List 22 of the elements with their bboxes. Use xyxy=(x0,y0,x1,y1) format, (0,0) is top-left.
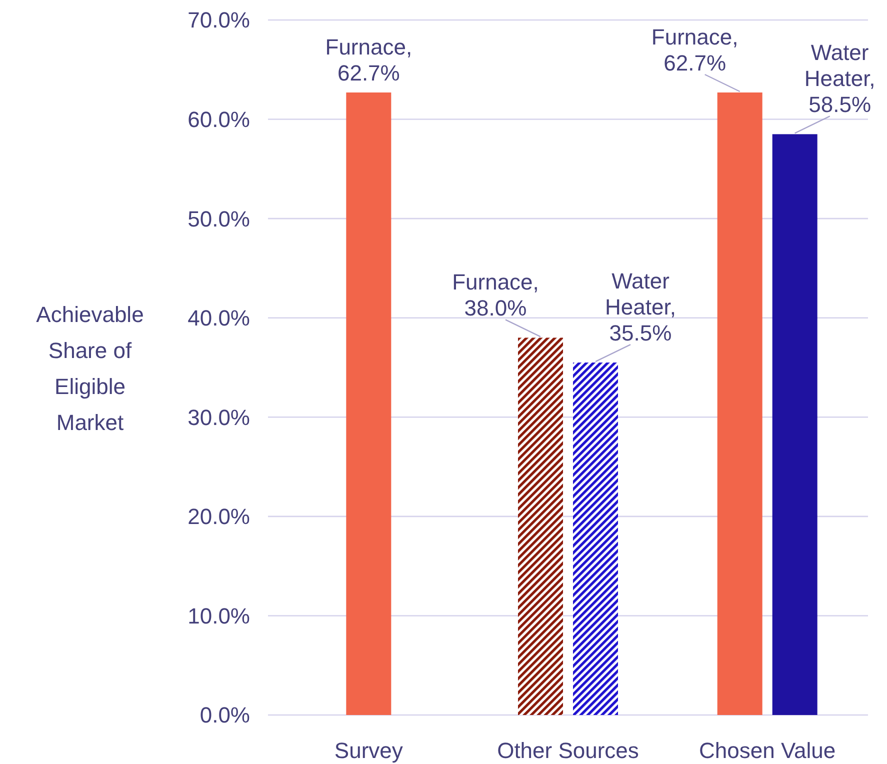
text: Furnace, xyxy=(651,24,738,50)
y-tick-label: 50.0% xyxy=(188,206,250,232)
x-tick-label: Survey xyxy=(334,738,403,763)
text: Furnace, xyxy=(325,34,412,60)
text: 58.5% xyxy=(808,92,872,118)
y-tick-label: 20.0% xyxy=(188,504,250,530)
y-tick-label: 0.0% xyxy=(200,702,250,728)
text: 38.0% xyxy=(464,296,527,321)
text: 62.7% xyxy=(337,60,400,86)
x-tick-label: Other Sources xyxy=(497,738,639,763)
y-tick-label: 10.0% xyxy=(188,603,250,628)
text: 35.5% xyxy=(609,320,672,346)
y-tick-label: 60.0% xyxy=(188,106,250,132)
text: Furnace, xyxy=(452,270,539,295)
y-tick-label: 40.0% xyxy=(188,306,250,331)
y-tick-label: 70.0% xyxy=(188,8,250,33)
x-tick-label: Chosen Value xyxy=(699,738,836,763)
y-axis-title: Achievable Share of Eligible Market xyxy=(36,302,144,435)
y-tick-label: 30.0% xyxy=(188,404,250,430)
text: Water Heater, xyxy=(605,268,676,320)
text: Water Heater, xyxy=(804,40,876,92)
text: 62.7% xyxy=(664,50,726,76)
